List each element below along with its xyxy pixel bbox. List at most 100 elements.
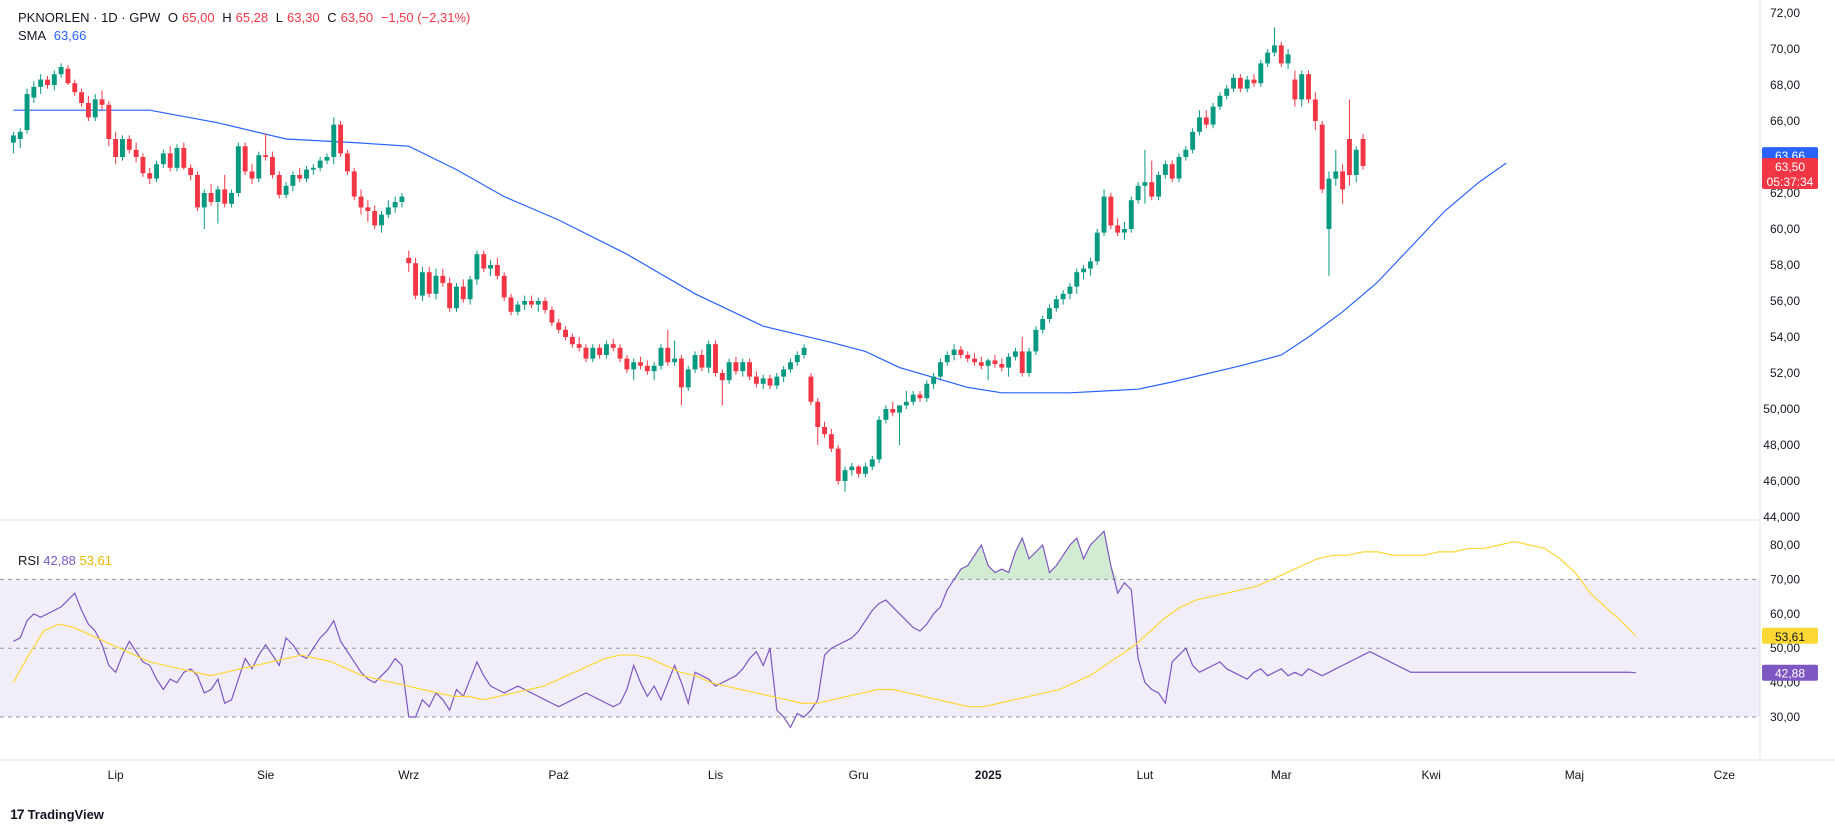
rsi-header[interactable]: RSI 42,88 53,61 [18, 553, 112, 568]
candle-body [106, 104, 112, 139]
candle-body [563, 329, 568, 337]
candle-body [447, 283, 453, 309]
candle-body [515, 304, 521, 312]
high-label: H [222, 10, 232, 25]
price-tick-label: 70,00 [1770, 42, 1800, 56]
candle-body [910, 394, 916, 402]
candle-body [603, 344, 609, 355]
tradingview-name: TradingView [27, 806, 104, 822]
candle-body [828, 434, 834, 449]
candle-body [45, 79, 50, 85]
candle-body [379, 214, 384, 226]
candle-body [1149, 182, 1155, 197]
time-tick-label: Maj [1565, 768, 1584, 782]
price-axis: 72,0070,0068,0066,0064,0062,0060,0058,00… [1763, 6, 1800, 524]
candle-body [17, 131, 23, 139]
price-tick-label: 58,00 [1770, 258, 1800, 272]
time-tick-label: Gru [849, 768, 869, 782]
candle-body [1197, 117, 1202, 132]
candle-body [79, 92, 85, 103]
candle-body [597, 347, 603, 355]
candle-body [1033, 329, 1039, 352]
candle-body [31, 86, 37, 98]
symbol-name[interactable]: PKNORLEN · 1D · GPW [18, 10, 161, 25]
time-axis: Lip Sie Wrz Paź Lis Gru 2025 Lut Mar Kwi Maj Cze [108, 768, 1736, 782]
candle-body [1340, 171, 1346, 190]
rsi-ma-badge-bg [1762, 627, 1818, 644]
candle-body [72, 83, 78, 93]
sma-header[interactable]: SMA 63,66 [18, 28, 90, 43]
candle-body [760, 378, 766, 384]
time-tick-label: 2025 [975, 768, 1002, 782]
candle-body [1271, 45, 1277, 53]
change-value: −1,50 (−2,31%) [380, 10, 471, 25]
candle-body [399, 196, 405, 202]
candle-body [276, 175, 282, 195]
price-tick-label: 48,000 [1763, 438, 1800, 452]
open-value: 65,00 [182, 10, 215, 25]
rsi-tick-label: 80,00 [1770, 538, 1800, 552]
candle-body [883, 409, 889, 420]
candle-body [1047, 308, 1052, 319]
time-tick-label: Sie [257, 768, 275, 782]
candle-body [1251, 79, 1257, 84]
candle-body [713, 344, 718, 373]
candle-body [767, 378, 773, 386]
candle-body [992, 360, 998, 364]
candle-body [815, 401, 821, 427]
candle-body [1108, 196, 1114, 226]
candle-body [188, 167, 194, 175]
candle-body [208, 193, 214, 202]
candle-body [99, 99, 105, 105]
candle-body [154, 164, 160, 179]
candle-body [1353, 149, 1359, 175]
candle-body [576, 344, 582, 348]
candle-body [658, 347, 664, 366]
candle-body [549, 310, 555, 323]
tradingview-logo[interactable]: 17 TradingView [10, 806, 104, 822]
candle-body [556, 322, 562, 330]
candle-body [235, 146, 241, 193]
last-price-badge-text: 63,50 [1775, 160, 1805, 174]
candle-body [822, 427, 828, 435]
candle-body [249, 171, 255, 179]
candle-body [1278, 45, 1284, 64]
rsi-tick-label: 60,00 [1770, 607, 1800, 621]
candle-body [1326, 178, 1332, 229]
candle-body [644, 365, 650, 372]
candle-body [92, 99, 98, 118]
candle-body [794, 355, 800, 363]
candle-body [1360, 139, 1366, 166]
candle-body [1183, 149, 1189, 157]
candle-body [788, 362, 793, 370]
candle-body [467, 279, 473, 300]
candle-body [958, 349, 964, 355]
candle-body [890, 409, 896, 413]
candle-body [201, 193, 207, 208]
candle-body [1346, 139, 1352, 175]
rsi-tick-label: 70,00 [1770, 572, 1800, 586]
time-tick-label: Lip [108, 768, 124, 782]
candle-body [181, 148, 187, 168]
candle-body [58, 67, 64, 75]
candle-body [1142, 182, 1148, 186]
candle-body [358, 196, 364, 208]
candle-body [413, 263, 419, 296]
candle-body [917, 394, 923, 399]
candle-body [1306, 74, 1311, 100]
candle-body [508, 297, 514, 312]
candle-body [733, 362, 739, 372]
candle-body [1122, 229, 1127, 233]
price-tick-label: 66,00 [1770, 114, 1800, 128]
candle-body [297, 175, 303, 179]
candle-body [331, 124, 337, 157]
time-tick-label: Mar [1271, 768, 1292, 782]
candle-body [999, 364, 1005, 368]
candle-body [1292, 79, 1298, 100]
candle-body [317, 160, 323, 168]
candle-body [678, 358, 684, 388]
candle-body [651, 365, 657, 372]
candle-body [263, 155, 269, 157]
candle-body [972, 358, 977, 363]
